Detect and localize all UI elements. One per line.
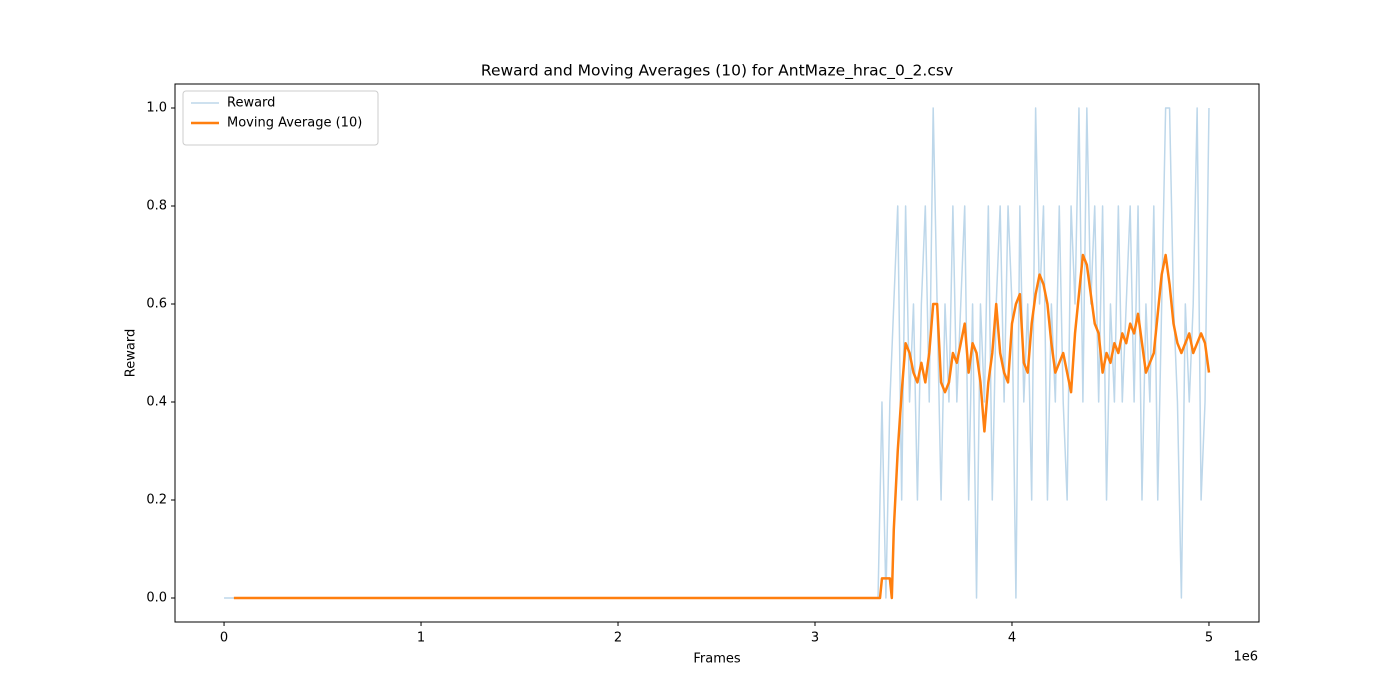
plot-frame [174, 83, 1260, 623]
x-axis-label: Frames [693, 652, 741, 667]
x-tick-label: 1 [417, 631, 425, 646]
y-tick-label: 0.6 [146, 297, 167, 312]
x-tick-label: 0 [220, 631, 228, 646]
series-line [233, 253, 1211, 600]
y-axis-label: Reward [124, 329, 139, 377]
y-tick-label: 1.0 [146, 101, 167, 116]
y-tick-label: 0.4 [146, 394, 167, 409]
x-tick-label: 4 [1008, 631, 1016, 646]
x-offset-label: 1e6 [1233, 650, 1258, 665]
legend-box [182, 90, 379, 146]
legend-label: Reward [227, 96, 275, 111]
y-tick-label: 0.2 [146, 492, 167, 507]
legend: Reward Moving Average (10) [182, 90, 379, 146]
x-tick-label: 2 [614, 631, 622, 646]
x-tick-label: 5 [1205, 631, 1213, 646]
y-tick-label: 0.8 [146, 199, 167, 214]
y-tick-label: 0.0 [146, 590, 167, 605]
chart-title: Reward and Moving Averages (10) for AntM… [481, 62, 953, 81]
legend-label: Moving Average (10) [227, 116, 362, 131]
x-tick-label: 3 [811, 631, 819, 646]
